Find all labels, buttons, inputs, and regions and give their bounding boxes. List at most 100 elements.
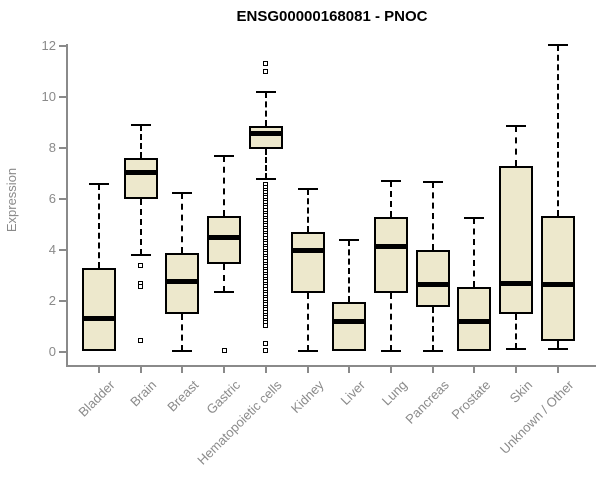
x-axis-tick — [556, 367, 559, 373]
x-axis-tick — [181, 367, 184, 373]
x-axis-category-label: Gastric — [203, 377, 244, 418]
median-line — [207, 234, 242, 240]
x-axis-category-label: Hematopoietic cells — [194, 377, 285, 468]
upper-whisker — [473, 218, 476, 287]
median-line — [123, 169, 158, 175]
outlier-point — [263, 61, 269, 67]
x-axis-tick — [264, 367, 267, 373]
outlier-point — [263, 322, 269, 328]
outlier-point — [263, 69, 269, 74]
upper-whisker-cap — [464, 217, 485, 220]
y-axis-tick-label: 6 — [48, 191, 56, 206]
upper-whisker-cap — [381, 180, 402, 183]
lower-whisker-cap — [297, 349, 318, 352]
median-line — [415, 281, 450, 287]
median-line — [82, 316, 116, 322]
upper-whisker-cap — [339, 238, 360, 241]
box-brain — [123, 158, 158, 199]
x-axis-tick — [473, 367, 476, 373]
upper-whisker — [515, 126, 518, 166]
lower-whisker-cap — [506, 348, 527, 351]
x-axis-tick — [515, 367, 518, 373]
upper-whisker-cap — [172, 191, 193, 194]
outlier-point — [138, 338, 144, 344]
x-axis-category-label: Breast — [164, 377, 202, 415]
box-kidney — [290, 232, 325, 294]
y-axis-tick-label: 12 — [41, 38, 56, 53]
upper-whisker-cap — [506, 125, 527, 128]
x-axis-tick — [139, 367, 142, 373]
x-axis-tick — [306, 367, 309, 373]
lower-whisker — [181, 313, 184, 351]
lower-whisker-cap — [130, 254, 151, 257]
y-axis-tick — [59, 249, 66, 251]
lower-whisker-cap — [381, 349, 402, 352]
y-axis-tick-label: 10 — [41, 89, 56, 104]
upper-whisker — [390, 181, 393, 217]
y-axis-tick — [59, 147, 66, 149]
x-axis-category-label: Unknown / Other — [497, 377, 577, 457]
median-line — [540, 281, 575, 287]
y-axis-tick-label: 4 — [48, 242, 56, 257]
lower-whisker-cap — [547, 348, 568, 351]
upper-whisker — [223, 155, 226, 216]
box-unknown-other — [540, 215, 575, 341]
upper-whisker — [306, 188, 309, 233]
upper-whisker-cap — [214, 154, 235, 157]
x-axis-category-label: Pancreas — [402, 377, 452, 427]
box-hematopoietic-cells — [248, 126, 283, 150]
outlier-point — [263, 348, 269, 354]
upper-whisker — [556, 44, 559, 216]
upper-whisker-cap — [547, 43, 568, 46]
x-axis-category-label: Lung — [378, 377, 410, 409]
y-axis-line — [66, 44, 68, 367]
upper-whisker — [98, 183, 100, 268]
upper-whisker — [139, 125, 142, 159]
box-pancreas — [415, 250, 450, 308]
median-line — [332, 318, 367, 324]
median-line — [374, 243, 409, 249]
x-axis-category-label: Bladder — [75, 377, 118, 420]
lower-whisker — [223, 264, 226, 293]
lower-whisker — [306, 293, 309, 351]
box-lung — [374, 216, 409, 294]
box-liver — [332, 302, 367, 351]
y-axis-tick — [59, 96, 66, 98]
lower-whisker-cap — [214, 291, 235, 294]
upper-whisker-cap — [89, 182, 109, 185]
x-axis-tick — [348, 367, 351, 373]
x-axis-category-label: Liver — [337, 377, 369, 408]
upper-whisker — [181, 192, 184, 253]
median-line — [499, 280, 534, 286]
x-axis-category-label: Kidney — [287, 377, 327, 417]
upper-whisker — [348, 239, 351, 303]
y-axis-tick — [59, 351, 66, 353]
lower-whisker-cap — [255, 177, 276, 180]
upper-whisker — [431, 182, 434, 250]
x-axis-line — [66, 365, 596, 367]
box-gastric — [207, 215, 242, 264]
y-axis-tick — [59, 300, 66, 302]
median-line — [165, 279, 200, 285]
lower-whisker-cap — [422, 349, 443, 352]
x-axis-category-label: Prostate — [448, 377, 494, 423]
upper-whisker-cap — [255, 90, 276, 93]
lower-whisker — [390, 293, 393, 351]
lower-whisker-cap — [172, 349, 193, 352]
outlier-point — [138, 262, 144, 268]
x-axis-tick — [431, 367, 434, 373]
y-axis-tick — [59, 45, 66, 47]
outlier-point — [138, 284, 144, 290]
x-axis-tick — [390, 367, 393, 373]
x-axis-tick — [223, 367, 226, 373]
box-prostate — [457, 286, 492, 351]
y-axis-tick-label: 8 — [48, 140, 56, 155]
upper-whisker-cap — [297, 187, 318, 190]
median-line — [248, 131, 283, 137]
box-bladder — [82, 267, 116, 351]
lower-whisker — [264, 149, 267, 179]
y-axis-tick-label: 0 — [48, 344, 56, 359]
box-skin — [499, 165, 534, 314]
x-axis-category-label: Skin — [506, 377, 536, 406]
upper-whisker — [264, 91, 267, 127]
